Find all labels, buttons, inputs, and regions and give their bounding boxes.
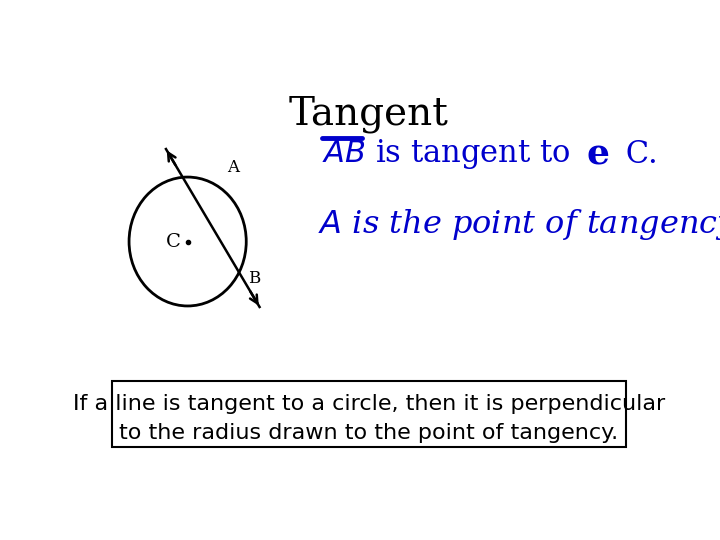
Text: C.: C.: [616, 139, 658, 170]
Text: $\mathit{AB}$ is tangent to: $\mathit{AB}$ is tangent to: [322, 137, 581, 171]
Text: $\mathit{A}$ is the point of tangency.: $\mathit{A}$ is the point of tangency.: [318, 207, 720, 242]
Text: If a line is tangent to a circle, then it is perpendicular: If a line is tangent to a circle, then i…: [73, 394, 665, 414]
Text: B: B: [248, 271, 261, 287]
Text: Tangent: Tangent: [289, 96, 449, 133]
Text: C: C: [166, 233, 181, 251]
FancyBboxPatch shape: [112, 381, 626, 447]
Text: A: A: [228, 159, 240, 176]
Text: to the radius drawn to the point of tangency.: to the radius drawn to the point of tang…: [120, 423, 618, 443]
Text: e: e: [587, 137, 610, 171]
